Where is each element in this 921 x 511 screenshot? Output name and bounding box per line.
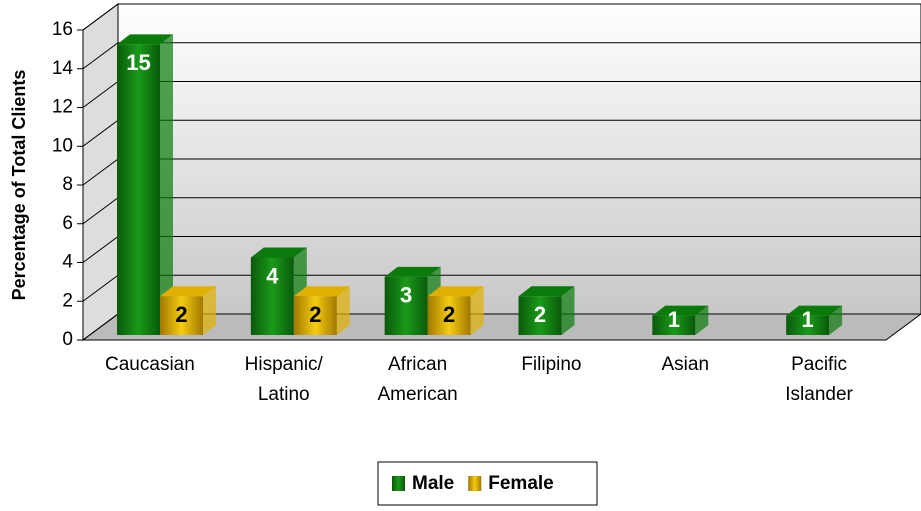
y-tick-label: 12 [52, 97, 73, 118]
y-tick-label: 4 [62, 252, 73, 273]
bar-side [203, 286, 216, 335]
x-tick-label-line: Hispanic/ [245, 354, 324, 375]
x-tick-label: Asian [661, 354, 709, 375]
bar-top [250, 247, 307, 258]
bar-front [652, 315, 696, 335]
value-label: 3 [400, 283, 412, 308]
bar-front [293, 296, 337, 335]
value-label: 2 [309, 302, 321, 327]
x-tick-label-line: African [388, 354, 447, 375]
y-tick-label: 0 [62, 329, 73, 350]
bar-top [518, 286, 575, 297]
x-tick-label-line: Caucasian [105, 354, 195, 375]
value-label: 1 [668, 307, 680, 332]
x-tick-label-line: Latino [258, 384, 310, 405]
y-tick-label: 6 [62, 213, 73, 234]
grid-line [82, 236, 119, 263]
legend-label: Male [412, 473, 454, 494]
value-label: 15 [126, 50, 150, 75]
grid-line [82, 119, 119, 147]
value-label: 2 [534, 302, 546, 327]
x-tick-label: Hispanic/Latino [245, 354, 324, 405]
bar [160, 286, 216, 335]
legend-swatch [468, 476, 482, 491]
bar-front [160, 296, 203, 335]
grid-line [82, 81, 119, 108]
bar-side [470, 286, 484, 335]
bar-front [117, 44, 160, 335]
grid-line [82, 3, 119, 31]
grid-line [82, 274, 119, 302]
value-label: 2 [175, 302, 187, 327]
bar-front [250, 257, 294, 335]
x-tick-label-line: Islander [785, 384, 853, 405]
bar-front [384, 276, 428, 335]
x-tick-label: Filipino [521, 354, 581, 375]
bar [518, 286, 575, 335]
bar-front [427, 296, 471, 335]
y-tick-label: 2 [62, 290, 73, 311]
bar-side [160, 34, 173, 335]
x-tick-label-line: Pacific [791, 354, 847, 375]
x-tick-label-line: Asian [661, 354, 709, 375]
bar [117, 34, 173, 335]
y-tick-label: 8 [62, 174, 73, 195]
value-label: 2 [443, 302, 455, 327]
bar-top [160, 286, 216, 297]
y-tick-label: 14 [52, 58, 74, 79]
x-tick-label-line: Filipino [521, 354, 581, 375]
grid-line [82, 197, 119, 225]
x-tick-label: Pacific Islander [785, 354, 853, 405]
legend-swatch [392, 476, 405, 491]
bar-top [117, 34, 173, 45]
bar-top [652, 305, 709, 316]
bar-top [384, 266, 441, 277]
bar-top [427, 286, 484, 297]
bar-front [518, 296, 562, 335]
bar [786, 305, 843, 335]
y-axis-label: Percentage of Total Clients [9, 70, 29, 301]
legend [377, 461, 598, 506]
bar-side [829, 305, 843, 335]
grid-line [82, 42, 119, 70]
legend-label: Female [488, 473, 553, 494]
bar-side [695, 305, 709, 335]
x-tick-label-line: American [377, 384, 457, 405]
value-label: 1 [802, 307, 814, 332]
y-tick-label: 10 [52, 135, 73, 156]
value-label: 4 [266, 263, 279, 288]
x-tick-label: African American [377, 354, 457, 405]
bar [652, 305, 709, 335]
grid-line [82, 313, 119, 341]
bar [427, 286, 484, 335]
bar-front [786, 315, 830, 335]
y-tick-label: 16 [52, 19, 73, 40]
bar [293, 286, 350, 335]
bar-top [786, 305, 843, 316]
bar-side [336, 286, 350, 335]
grid-line [82, 158, 119, 186]
x-tick-label: Caucasian [105, 354, 195, 375]
bar-side [561, 286, 575, 335]
bar-top [293, 286, 350, 297]
